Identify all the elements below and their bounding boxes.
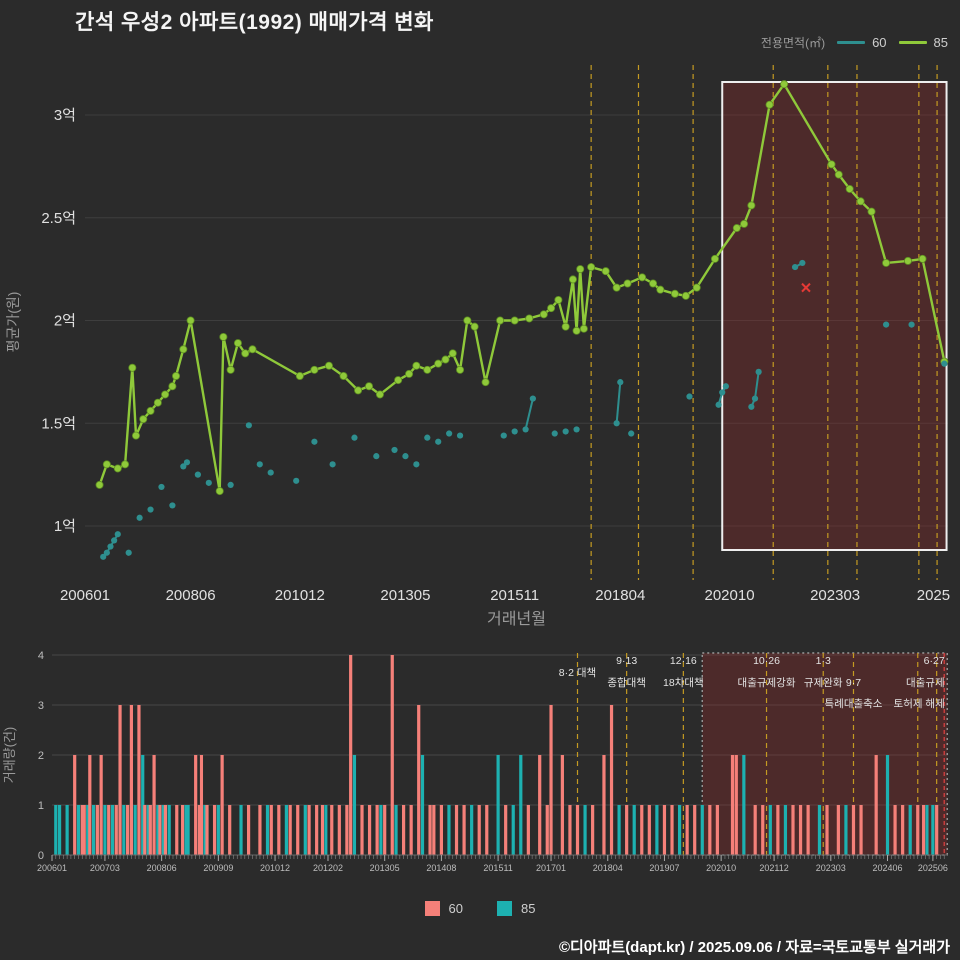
svg-text:12·16: 12·16 <box>670 655 697 667</box>
svg-text:200806: 200806 <box>166 587 216 604</box>
svg-text:200806: 200806 <box>147 863 177 873</box>
svg-text:대출규제: 대출규제 <box>906 677 945 689</box>
policy-lines <box>590 65 938 580</box>
svg-text:8·2 대책: 8·2 대책 <box>559 667 596 679</box>
svg-text:9·13: 9·13 <box>616 655 637 667</box>
svg-text:9·7: 9·7 <box>846 677 861 689</box>
legend-top-label-60: 60 <box>872 35 887 50</box>
svg-text:201907: 201907 <box>649 863 679 873</box>
svg-text:2: 2 <box>38 750 44 762</box>
series-60 <box>100 259 948 560</box>
highlight-region <box>721 81 948 551</box>
svg-text:3: 3 <box>38 700 44 712</box>
legend-top-label-85: 85 <box>933 35 948 50</box>
line-swatch-60-icon <box>837 41 866 44</box>
svg-text:202406: 202406 <box>872 863 902 873</box>
volume-bars <box>54 655 939 855</box>
legend-bottom-label-85: 85 <box>521 901 536 916</box>
outlier-x-marker <box>801 282 811 293</box>
svg-text:202506: 202506 <box>918 863 948 873</box>
svg-text:202010: 202010 <box>706 863 736 873</box>
svg-text:201305: 201305 <box>380 587 430 604</box>
svg-text:201511: 201511 <box>483 863 512 873</box>
svg-text:6·27: 6·27 <box>924 655 945 667</box>
svg-text:202303: 202303 <box>810 587 860 604</box>
svg-text:201511: 201511 <box>490 587 539 604</box>
price-x-axis: 200601 200806 201012 201305 201511 201804 2020… <box>60 587 950 604</box>
legend-top-item-85: 85 <box>898 35 948 50</box>
volume-policy-lines <box>576 653 938 855</box>
price-grid: 1억 1.5억 2억 2.5억 3억 <box>41 107 948 535</box>
series-85 <box>95 80 949 496</box>
svg-text:200601: 200601 <box>60 587 110 604</box>
svg-text:1.5억: 1.5억 <box>41 415 76 432</box>
svg-text:201804: 201804 <box>595 587 645 604</box>
svg-text:201804: 201804 <box>593 863 623 873</box>
line-swatch-85-icon <box>898 41 927 44</box>
price-x-axis-title: 거래년월 <box>487 610 546 628</box>
legend-top: 전용면적(㎡) 60 85 <box>761 34 948 51</box>
svg-text:10·26: 10·26 <box>753 655 780 667</box>
svg-text:0: 0 <box>38 850 44 862</box>
legend-bottom-label-60: 60 <box>448 901 463 916</box>
svg-text:201305: 201305 <box>370 863 400 873</box>
svg-text:2025: 2025 <box>917 587 950 604</box>
footer-credit: ©디아파트(dapt.kr) / 2025.09.06 / 자료=국토교통부 실… <box>558 939 950 956</box>
svg-text:202010: 202010 <box>704 587 754 604</box>
svg-text:201408: 201408 <box>426 863 456 873</box>
legend-top-item-60: 60 <box>837 35 887 50</box>
svg-text:특례대출축소: 특례대출축소 <box>825 698 883 710</box>
svg-text:2.5억: 2.5억 <box>41 210 76 227</box>
svg-text:18차대책: 18차대책 <box>663 677 704 689</box>
square-swatch-60-icon <box>424 901 440 916</box>
svg-text:1·3: 1·3 <box>816 655 831 667</box>
svg-text:1억: 1억 <box>54 518 76 535</box>
svg-text:1: 1 <box>38 800 44 812</box>
svg-text:201202: 201202 <box>313 863 343 873</box>
svg-text:202303: 202303 <box>816 863 846 873</box>
svg-text:종합대책: 종합대책 <box>607 677 646 689</box>
legend-bottom: 60 85 <box>0 901 960 916</box>
volume-x-axis: 200601 200703 200806 200909 201012 201202 2013… <box>37 854 948 873</box>
policy-annotations: 8·2 대책 9·13 종합대책 12·16 18차대책 10·26 대출규제강화 1·3 규제… <box>559 655 945 710</box>
svg-text:200703: 200703 <box>90 863 120 873</box>
svg-text:200601: 200601 <box>37 863 67 873</box>
svg-text:201701: 201701 <box>536 863 566 873</box>
svg-text:4: 4 <box>38 650 44 662</box>
svg-text:토허제 해제: 토허제 해제 <box>894 697 945 710</box>
svg-text:201012: 201012 <box>260 863 290 873</box>
svg-text:202112: 202112 <box>759 863 788 873</box>
svg-text:2억: 2억 <box>54 313 76 330</box>
volume-y-axis-title: 거래량(건) <box>2 727 17 784</box>
legend-bottom-item-60: 60 <box>424 901 463 916</box>
svg-text:3억: 3억 <box>54 107 76 124</box>
svg-text:규제완화: 규제완화 <box>804 676 843 689</box>
page-title: 간석 우성2 아파트(1992) 매매가격 변화 <box>75 11 434 34</box>
svg-text:200909: 200909 <box>203 863 233 873</box>
legend-top-title: 전용면적(㎡) <box>760 36 826 50</box>
volume-chart: 0 1 2 3 4 200601 200703 200806 200909 201012 20120… <box>2 650 948 873</box>
price-y-axis-title: 평균가(원) <box>5 292 21 353</box>
legend-bottom-item-85: 85 <box>497 901 535 916</box>
square-swatch-85-icon <box>497 901 512 916</box>
svg-text:대출규제강화: 대출규제강화 <box>738 677 796 689</box>
svg-text:201012: 201012 <box>275 587 325 604</box>
